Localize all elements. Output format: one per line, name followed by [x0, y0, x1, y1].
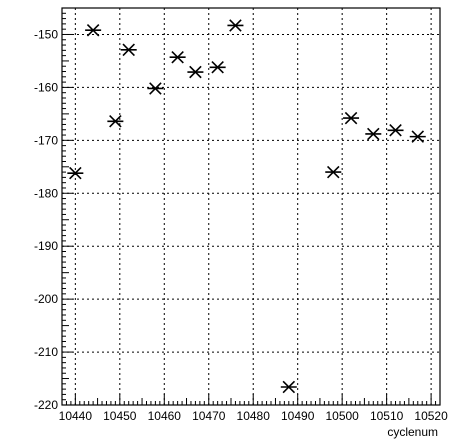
y-tick-label: -160 — [34, 80, 58, 94]
plot-frame — [61, 7, 441, 406]
y-tick-label: -200 — [34, 292, 58, 306]
x-tick-label: 10450 — [103, 409, 137, 423]
data-point-marker — [227, 19, 244, 32]
x-tick-label: 10440 — [59, 409, 93, 423]
data-point-marker — [107, 115, 124, 128]
data-point-marker — [209, 61, 226, 74]
data-point-marker — [85, 23, 102, 37]
y-tick-label: -220 — [34, 398, 58, 412]
y-tick-label: -180 — [34, 186, 58, 200]
y-tick-label: -210 — [34, 345, 58, 359]
x-tick-label: 10500 — [325, 409, 359, 423]
x-tick-label: 10520 — [414, 409, 448, 423]
data-point-marker — [67, 166, 84, 180]
y-tick-label: -170 — [34, 133, 58, 147]
x-tick-label: 10460 — [148, 409, 182, 423]
grid-lines — [62, 8, 440, 406]
data-point-marker — [169, 50, 186, 64]
data-point-marker — [409, 130, 426, 143]
x-tick-label: 10490 — [281, 409, 315, 423]
y-tick-labels: -150 -160 -170 -180 -190 -200 -210 -220 — [34, 27, 58, 412]
y-tick-label: -150 — [34, 27, 58, 41]
x-tick-label: 10480 — [237, 409, 271, 423]
x-tick-label: 10470 — [192, 409, 226, 423]
data-point-marker — [120, 43, 137, 57]
data-point-marker — [387, 124, 404, 137]
y-tick-label: -190 — [34, 239, 58, 253]
data-point-marker — [187, 65, 204, 79]
data-point-marker — [325, 165, 342, 179]
x-tick-labels: 10440 10450 10460 10470 10480 10490 10500 10510… — [59, 409, 448, 423]
x-axis-title: cyclenum — [387, 425, 438, 439]
data-points — [67, 19, 426, 394]
data-point-marker — [343, 111, 360, 125]
data-point-marker — [365, 127, 382, 141]
x-tick-label: 10510 — [370, 409, 404, 423]
axis-ticks — [61, 7, 441, 406]
data-point-marker — [147, 82, 164, 95]
data-point-marker — [280, 380, 297, 394]
